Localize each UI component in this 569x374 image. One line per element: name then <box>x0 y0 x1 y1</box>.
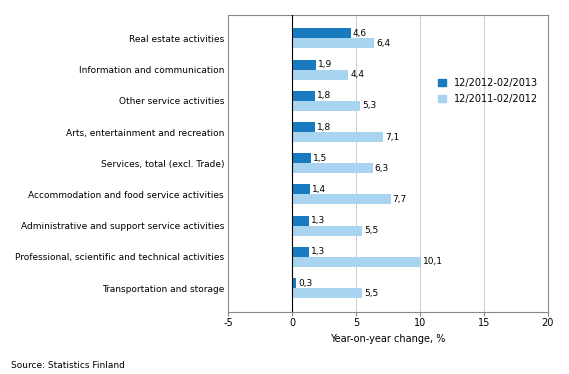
Text: 1,3: 1,3 <box>311 247 325 257</box>
Text: 6,3: 6,3 <box>374 164 389 173</box>
Text: 1,5: 1,5 <box>314 154 328 163</box>
Bar <box>292 278 296 288</box>
Text: 5,5: 5,5 <box>364 289 378 298</box>
Bar <box>292 288 362 298</box>
Text: Source: Statistics Finland: Source: Statistics Finland <box>11 361 125 370</box>
Bar <box>292 153 311 163</box>
Text: 0,3: 0,3 <box>298 279 312 288</box>
Legend: 12/2012-02/2013, 12/2011-02/2012: 12/2012-02/2013, 12/2011-02/2012 <box>434 73 543 109</box>
Bar <box>292 163 373 173</box>
Text: 1,4: 1,4 <box>312 185 326 194</box>
Text: 1,3: 1,3 <box>311 216 325 225</box>
Bar <box>292 70 348 80</box>
Bar <box>292 257 421 267</box>
Text: 1,8: 1,8 <box>317 123 331 132</box>
Text: 5,5: 5,5 <box>364 226 378 235</box>
X-axis label: Year-on-year change, %: Year-on-year change, % <box>331 334 446 344</box>
Text: 5,3: 5,3 <box>362 101 376 110</box>
Text: 7,7: 7,7 <box>393 195 407 204</box>
Text: 6,4: 6,4 <box>376 39 390 48</box>
Text: 1,8: 1,8 <box>317 91 331 100</box>
Bar <box>292 184 310 194</box>
Bar <box>292 91 315 101</box>
Bar <box>292 122 315 132</box>
Text: 1,9: 1,9 <box>319 60 333 69</box>
Bar <box>292 60 316 70</box>
Bar <box>292 194 390 205</box>
Bar <box>292 101 360 111</box>
Bar <box>292 247 309 257</box>
Bar <box>292 132 383 142</box>
Text: 10,1: 10,1 <box>423 257 443 266</box>
Bar <box>292 216 309 226</box>
Text: 4,6: 4,6 <box>353 29 367 38</box>
Text: 4,4: 4,4 <box>351 70 364 79</box>
Bar <box>292 226 362 236</box>
Bar <box>292 39 374 49</box>
Bar <box>292 28 351 39</box>
Text: 7,1: 7,1 <box>385 132 399 142</box>
